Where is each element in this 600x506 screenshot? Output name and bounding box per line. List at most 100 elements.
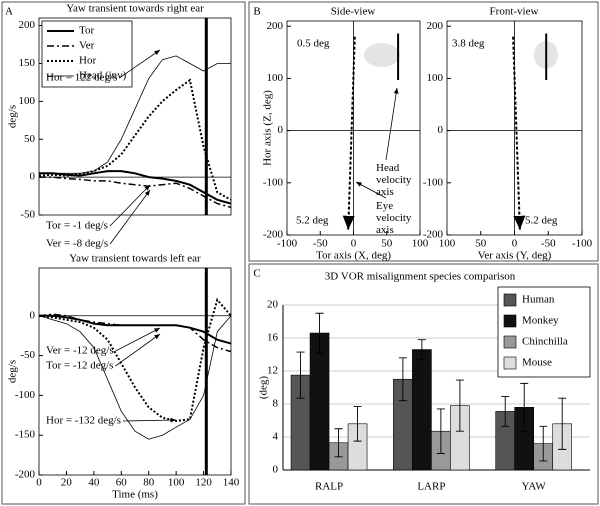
annotation-arrow [385, 87, 399, 161]
panel-label: C [253, 268, 260, 280]
legend-label: Human [522, 294, 555, 306]
legend-label: Head (inv) [79, 70, 127, 82]
y-tick-label: 200 [427, 20, 444, 32]
x-tick-label: -100 [277, 238, 298, 250]
x-tick-label: 120 [195, 477, 212, 489]
y-tick-label: -100 [423, 176, 444, 188]
legend-label: Ver [79, 40, 95, 52]
annotation-arrow [109, 184, 151, 227]
eye-velocity-axis [342, 36, 356, 230]
y-tick-label: -50 [20, 209, 35, 221]
annotation: 3.8 deg [452, 38, 485, 50]
annotation: Hor = -132 deg/s [46, 415, 121, 427]
series-line [38, 78, 232, 201]
x-tick-label: 50 [381, 238, 393, 250]
panel-label: B [253, 6, 260, 18]
legend-label: Monkey [522, 315, 559, 327]
y-tick-label: 16 [267, 332, 279, 344]
annotation: Tor = -1 deg/s [46, 220, 108, 232]
panel-frame [248, 263, 599, 505]
x-tick-label: 0 [36, 477, 42, 489]
legend-swatch [503, 314, 517, 328]
x-tick-label: 100 [168, 477, 185, 489]
annotation: Tor = -12 deg/s [46, 360, 113, 372]
legend-label: Hor [79, 55, 96, 67]
series-line [38, 315, 232, 440]
y-tick-label: 100 [19, 95, 36, 107]
legend-swatch [503, 356, 517, 370]
y-tick-label: 8 [273, 398, 279, 410]
error-bar [353, 406, 362, 442]
annotation: 5.2 deg [296, 215, 329, 227]
y-tick-label: 100 [427, 72, 444, 84]
plot-frame [38, 267, 232, 476]
legend-swatch [503, 335, 517, 349]
bar [309, 332, 330, 471]
x-tick-label: 100 [439, 238, 456, 250]
panel-frame [248, 1, 599, 262]
y-axis-label: deg/s [7, 105, 19, 128]
chart-title: Side-view [331, 6, 376, 18]
annotation-arrow [355, 181, 387, 199]
error-bar [501, 396, 510, 427]
x-axis-label: Time (ms) [112, 489, 158, 501]
y-tick-label: -150 [15, 429, 36, 441]
y-tick-label: 0 [30, 171, 36, 183]
x-tick-label: RALP [315, 481, 343, 493]
error-bar [315, 312, 324, 354]
y-tick-label: 200 [267, 20, 284, 32]
plot-frame [38, 17, 232, 216]
error-bar [539, 425, 548, 462]
y-tick-label: 200 [19, 19, 36, 31]
x-axis-label: Tor axis (X, deg) [316, 250, 391, 262]
legend-label: Tor [79, 25, 94, 37]
y-tick-label: 12 [267, 365, 278, 377]
y-tick-label: 20 [267, 299, 279, 311]
series-line [39, 55, 231, 174]
error-bar [436, 408, 445, 454]
x-tick-label: 20 [61, 477, 73, 489]
legend-label: Mouse [522, 357, 552, 369]
error-bar [334, 428, 343, 458]
x-tick-label: -50 [541, 238, 556, 250]
error-bar [558, 397, 567, 450]
x-tick-label: 0 [351, 238, 357, 250]
annotation: Eye velocity axis [376, 200, 414, 236]
legend-label: Chinchilla [522, 336, 568, 348]
panel-label: A [5, 6, 13, 18]
chart-title: 3D VOR misalignment species comparison [325, 271, 516, 283]
chart-title: Yaw transient towards left ear [69, 253, 201, 265]
series-line [39, 176, 232, 209]
mouse-image [364, 43, 400, 67]
error-bar [296, 351, 305, 399]
annotation-arrow [119, 49, 161, 79]
y-axis-label: (deg) [258, 376, 270, 400]
x-tick-label: 60 [116, 477, 128, 489]
chart-title: Yaw transient towards right ear [66, 3, 204, 15]
y-axis-label: Hor axis (Z, deg) [262, 90, 274, 166]
y-axis-label: deg/s [7, 360, 19, 383]
y-tick-label: 50 [24, 133, 36, 145]
x-tick-label: LARP [417, 481, 445, 493]
x-tick-label: 100 [412, 238, 429, 250]
annotation: Hor = 122 deg/s [46, 72, 117, 84]
panel-frame [1, 1, 246, 505]
x-tick-label: 50 [475, 238, 487, 250]
y-tick-label: 0 [273, 464, 279, 476]
series-line [38, 313, 232, 353]
y-tick-label: -100 [15, 389, 36, 401]
y-tick-label: -50 [20, 349, 35, 361]
annotation-arrow [109, 189, 151, 245]
y-tick-label: 0 [30, 309, 36, 321]
x-tick-label: 80 [143, 477, 155, 489]
error-bar [455, 379, 464, 432]
x-tick-label: -100 [572, 238, 593, 250]
legend-swatch [503, 293, 517, 307]
x-tick-label: -50 [313, 238, 328, 250]
error-bar [417, 339, 426, 360]
series-line [39, 314, 232, 345]
series-line [38, 297, 232, 422]
annotation-arrow [115, 333, 161, 367]
x-tick-label: 40 [88, 477, 100, 489]
y-tick-label: -200 [423, 229, 444, 241]
